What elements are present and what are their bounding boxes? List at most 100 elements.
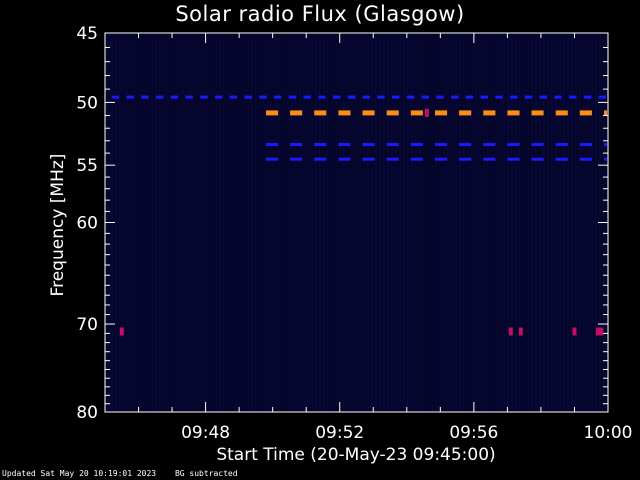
- emission-band-dash: [483, 110, 496, 116]
- emission-band-dash: [465, 95, 474, 99]
- y-tick-label: 70: [76, 315, 98, 335]
- noise-streak: [199, 34, 201, 411]
- noise-streak: [335, 34, 337, 411]
- emission-band-dash: [483, 157, 496, 161]
- noise-streak: [535, 34, 537, 411]
- emission-band-dash: [406, 95, 415, 99]
- noise-streak: [571, 34, 573, 411]
- noise-streak: [263, 34, 265, 411]
- emission-band-dash: [259, 95, 267, 99]
- noise-streak: [443, 34, 445, 411]
- emission-band-dash: [266, 143, 279, 146]
- noise-streak: [423, 34, 425, 411]
- emission-band-dash: [604, 157, 607, 161]
- x-tick-label: 09:48: [181, 423, 230, 443]
- emission-band-dash: [531, 157, 544, 161]
- emission-band-dash: [170, 95, 179, 99]
- noise-streak: [495, 34, 497, 411]
- noise-streak: [551, 34, 553, 411]
- emission-band-dash: [126, 95, 134, 99]
- emission-band-dash: [507, 110, 520, 116]
- emission-band-dash: [410, 143, 423, 146]
- emission-band-dash: [333, 95, 341, 99]
- noise-streak: [411, 34, 413, 411]
- noise-streak: [115, 34, 117, 411]
- x-axis-ticks: 09:48 09:52 09:56 10:00: [138, 33, 633, 443]
- emission-band-dash: [495, 95, 503, 99]
- noise-streak: [515, 34, 517, 411]
- noise-streak: [195, 34, 197, 411]
- noise-streak: [351, 34, 353, 411]
- noise-streak: [131, 34, 133, 411]
- noise-streak: [375, 34, 377, 411]
- noise-streak: [463, 34, 465, 411]
- noise-streak: [147, 34, 149, 411]
- y-axis-label: Frequency [MHz]: [48, 153, 68, 297]
- emission-band-dash: [266, 110, 279, 116]
- noise-streak: [583, 34, 585, 411]
- noise-streak: [487, 34, 489, 411]
- emission-band-dash: [421, 95, 429, 99]
- emission-band-dash: [141, 95, 149, 99]
- noise-streak: [579, 34, 581, 411]
- y-tick-label: 60: [76, 214, 98, 234]
- noise-streak: [191, 34, 193, 411]
- noise-streak: [591, 34, 593, 411]
- noise-streak: [331, 34, 333, 411]
- footer: Updated Sat May 20 10:19:01 2023 BG subt…: [2, 469, 252, 478]
- noise-streak: [503, 34, 505, 411]
- emission-spot: [572, 327, 577, 336]
- noise-streak: [527, 34, 529, 411]
- emission-band-dash: [347, 95, 356, 99]
- noise-streak: [167, 34, 169, 411]
- noise-streak: [387, 34, 389, 411]
- emission-band-dash: [539, 95, 547, 99]
- noise-streak: [595, 34, 597, 411]
- emission-band-dash: [314, 143, 327, 146]
- noise-streak: [367, 34, 369, 411]
- x-axis-label: Start Time (20-May-23 09:45:00): [216, 445, 496, 465]
- emission-band-dash: [555, 143, 568, 146]
- emission-band-dash: [579, 157, 592, 161]
- noise-streak: [391, 34, 393, 411]
- noise-streak: [439, 34, 441, 411]
- emission-band-dash: [436, 95, 444, 99]
- noise-streak: [559, 34, 561, 411]
- noise-streak: [519, 34, 521, 411]
- emission-band-dash: [362, 110, 375, 116]
- noise-streak: [311, 34, 313, 411]
- emission-band-dash: [314, 110, 327, 116]
- emission-band-dash: [451, 95, 459, 99]
- y-tick-label: 50: [76, 93, 98, 113]
- noise-streak: [203, 34, 205, 411]
- noise-streak: [451, 34, 453, 411]
- noise-streak: [299, 34, 301, 411]
- noise-streak: [255, 34, 257, 411]
- y-tick-label: 45: [76, 24, 98, 44]
- emission-band-dash: [303, 95, 311, 99]
- emission-band-dash: [386, 157, 399, 161]
- noise-streak: [163, 34, 165, 411]
- noise-streak: [403, 34, 405, 411]
- emission-band-dash: [362, 157, 375, 161]
- noise-streak: [303, 34, 305, 411]
- noise-streak: [143, 34, 145, 411]
- emission-band-dash: [377, 95, 385, 99]
- emission-band-dash: [435, 157, 448, 161]
- emission-band-dash: [507, 143, 520, 146]
- noise-streak: [511, 34, 513, 411]
- noise-streak: [471, 34, 473, 411]
- emission-band-dash: [290, 110, 303, 116]
- noise-streak: [183, 34, 185, 411]
- noise-streak: [567, 34, 569, 411]
- x-tick-label: 10:00: [584, 423, 633, 443]
- noise-streak: [431, 34, 433, 411]
- noise-streak: [139, 34, 141, 411]
- noise-streak: [523, 34, 525, 411]
- noise-streak: [475, 34, 477, 411]
- noise-streak: [479, 34, 481, 411]
- emission-band-dash: [386, 110, 399, 116]
- noise-streak: [307, 34, 309, 411]
- noise-streak: [275, 34, 277, 411]
- noise-streak: [171, 34, 173, 411]
